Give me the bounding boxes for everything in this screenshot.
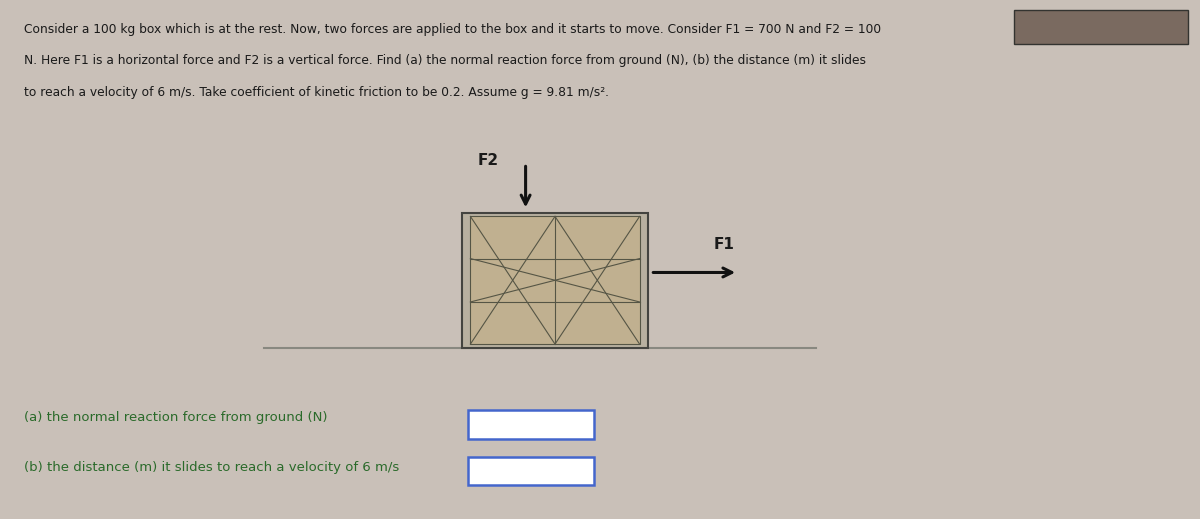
Text: N. Here F1 is a horizontal force and F2 is a vertical force. Find (a) the normal: N. Here F1 is a horizontal force and F2 … [24,54,866,67]
Text: Choose...: Choose... [493,465,548,477]
Bar [468,457,594,485]
Text: Consider a 100 kg box which is at the rest. Now, two forces are applied to the b: Consider a 100 kg box which is at the re… [24,23,881,36]
Text: Time left 0:19:26: Time left 0:19:26 [1051,20,1152,34]
FancyBboxPatch shape [1014,10,1188,44]
Text: (b) the distance (m) it slides to reach a velocity of 6 m/s: (b) the distance (m) it slides to reach … [24,460,400,474]
Text: ↕: ↕ [568,465,578,477]
Text: Choose...: Choose... [493,418,548,431]
Text: F2: F2 [478,153,499,168]
Text: ↖: ↖ [566,416,576,429]
Text: (a) the normal reaction force from ground (N): (a) the normal reaction force from groun… [24,411,328,425]
Text: F1: F1 [714,237,734,252]
Bar [468,410,594,439]
Text: to reach a velocity of 6 m/s. Take coefficient of kinetic friction to be 0.2. As: to reach a velocity of 6 m/s. Take coeff… [24,86,610,99]
Bar [470,216,640,344]
Bar [462,213,648,348]
